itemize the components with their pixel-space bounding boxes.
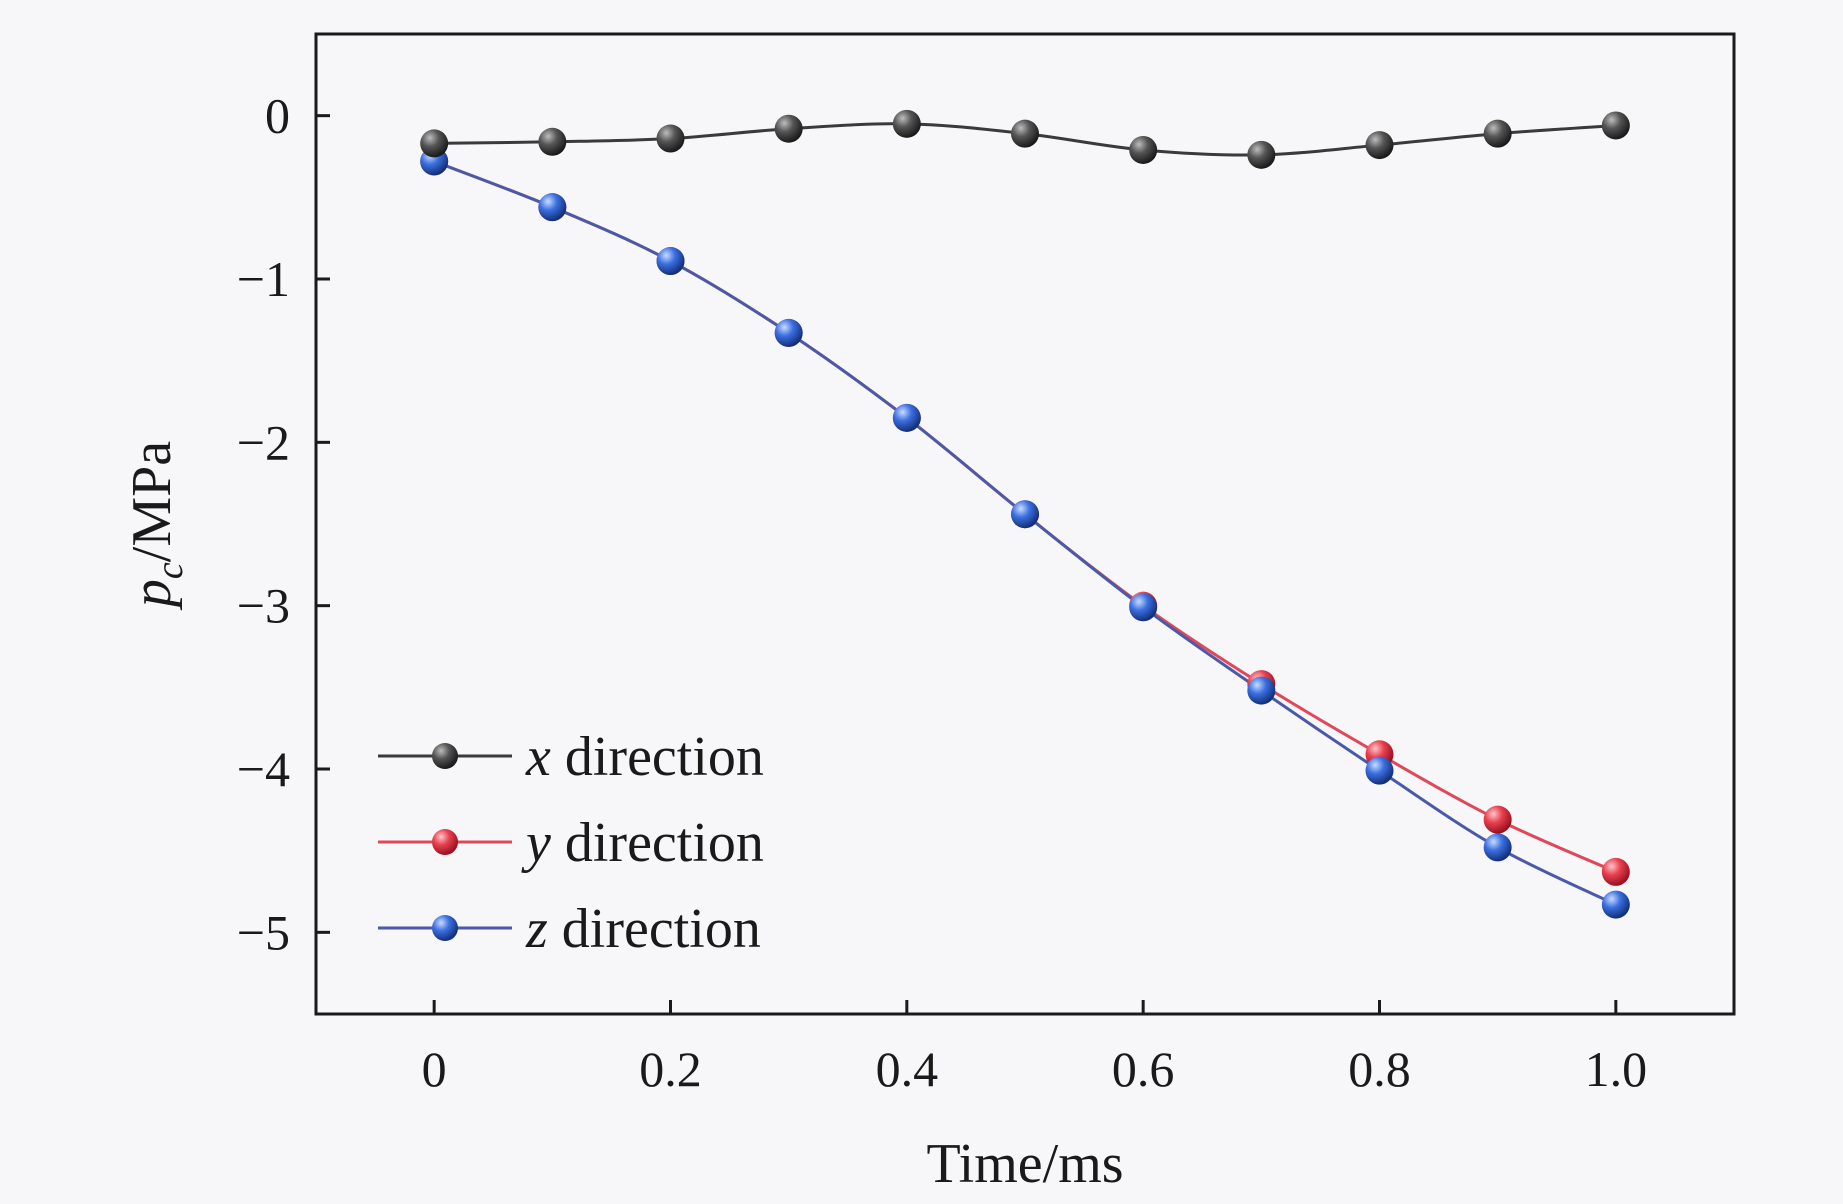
x-axis-title: Time/ms bbox=[926, 1133, 1123, 1195]
data-point-x bbox=[1365, 131, 1394, 160]
data-point-z bbox=[656, 247, 685, 276]
data-point-z bbox=[892, 403, 921, 432]
legend: x direction y direction z direction bbox=[378, 726, 764, 960]
legend-item-y: y direction bbox=[378, 812, 764, 874]
legend-label-y: y direction bbox=[521, 812, 764, 874]
y-axis-ticks: 0 −1 −2 −3 −4 −5 bbox=[237, 88, 330, 960]
data-point-z bbox=[1247, 676, 1276, 705]
legend-label-x-rest: direction bbox=[551, 726, 764, 788]
y-axis-title: pc/MPa bbox=[121, 441, 191, 611]
y-tick-label: −2 bbox=[237, 414, 290, 470]
legend-item-x: x direction bbox=[378, 726, 764, 788]
data-point-x bbox=[1601, 111, 1630, 140]
x-tick-label: 0 bbox=[422, 1041, 447, 1097]
data-point-z bbox=[1601, 890, 1630, 919]
data-point-x bbox=[1129, 135, 1158, 164]
series-line-z bbox=[433, 160, 1617, 906]
y-axis-title-unit: /MPa bbox=[121, 441, 183, 562]
data-point-y bbox=[1601, 857, 1630, 886]
data-point-y bbox=[1483, 805, 1512, 834]
y-tick-label: −5 bbox=[237, 904, 290, 960]
data-point-x bbox=[1011, 119, 1039, 148]
legend-label-x-var: x bbox=[525, 726, 551, 788]
legend-item-z: z direction bbox=[378, 898, 761, 960]
data-point-x bbox=[420, 129, 449, 158]
data-point-z bbox=[1483, 833, 1512, 862]
y-tick-label: −3 bbox=[237, 578, 290, 634]
legend-label-y-rest: direction bbox=[551, 812, 764, 874]
legend-label-z-var: z bbox=[525, 898, 548, 960]
x-tick-label: 0.6 bbox=[1112, 1041, 1175, 1097]
x-tick-label: 1.0 bbox=[1585, 1041, 1648, 1097]
y-axis-title-sub: c bbox=[149, 562, 191, 579]
data-point-z bbox=[1129, 593, 1158, 622]
legend-label-z-rest: direction bbox=[548, 898, 761, 960]
legend-marker-y bbox=[432, 829, 458, 855]
legend-marker-x bbox=[432, 743, 458, 769]
x-axis-ticks: 0 0.2 0.4 0.6 0.8 1.0 bbox=[422, 1000, 1647, 1097]
x-tick-label: 0.4 bbox=[876, 1041, 939, 1097]
legend-label-x: x direction bbox=[525, 726, 764, 788]
data-point-x bbox=[1483, 119, 1512, 148]
y-tick-label: −1 bbox=[237, 251, 290, 307]
data-point-z bbox=[774, 318, 803, 347]
data-point-z bbox=[1011, 500, 1039, 529]
data-point-x bbox=[774, 114, 803, 143]
y-tick-label: −4 bbox=[237, 741, 290, 797]
series-layer bbox=[420, 109, 1630, 919]
legend-label-y-var: y bbox=[521, 812, 551, 874]
legend-label-z: z direction bbox=[525, 898, 761, 960]
data-point-x bbox=[538, 127, 567, 156]
data-point-x bbox=[892, 109, 921, 138]
data-point-z bbox=[1365, 756, 1394, 785]
data-point-x bbox=[1247, 140, 1276, 169]
y-tick-label: 0 bbox=[265, 88, 290, 144]
y-axis-title-var: p bbox=[121, 579, 183, 611]
x-tick-label: 0.8 bbox=[1348, 1041, 1411, 1097]
legend-marker-z bbox=[432, 915, 458, 941]
data-point-z bbox=[538, 193, 567, 222]
x-tick-label: 0.2 bbox=[639, 1041, 702, 1097]
data-point-x bbox=[656, 124, 685, 153]
plot-frame bbox=[314, 32, 1736, 1016]
